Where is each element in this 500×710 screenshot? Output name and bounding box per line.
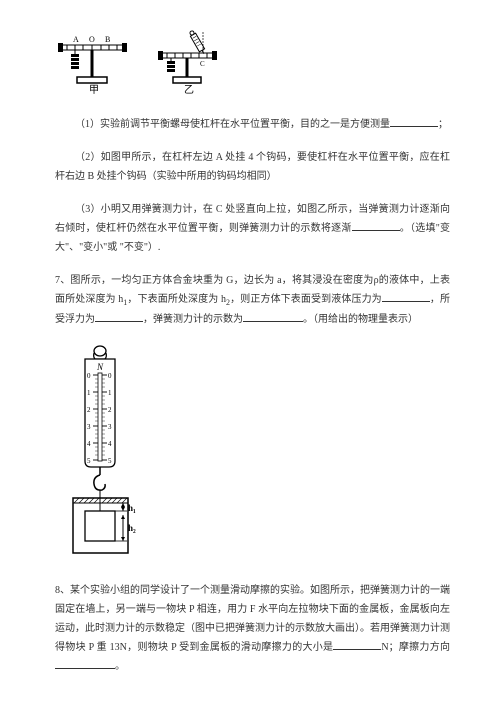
scale-r3: 3: [108, 423, 112, 431]
q8-p3: 。: [115, 661, 125, 672]
q2-text: （2）如图甲所示，在杠杆左边 A 处挂 4 个钩码，要使杠杆在水平位置平衡，应在…: [55, 152, 450, 182]
scale-r1: 1: [108, 389, 112, 397]
q7-p3: ，则正方体下表面受到液体压力为: [230, 294, 382, 305]
q8-blank1: [333, 640, 381, 650]
q7-blank2: [95, 312, 143, 322]
q1-text-before: （1）实验前调节平衡螺母使杠杆在水平位置平衡，目的之一是方便测量: [75, 119, 390, 130]
question-1: （1）实验前调节平衡螺母使杠杆在水平位置平衡，目的之一是方便测量 ；: [55, 115, 450, 134]
scale-unit-label: N: [96, 362, 104, 372]
spring-scale-svg: N 0 1 2 3 4 5: [55, 343, 185, 558]
lever-diagram-right: C 乙: [155, 30, 235, 95]
question-8: 8、某个实验小组的同学设计了一个测量滑动摩擦的实验。如图所示，把弹簧测力计的一端…: [55, 581, 450, 676]
scale-l5: 5: [87, 457, 91, 465]
q7-p6: 。（用给出的物理量表示）: [303, 314, 418, 325]
lever-diagram-left: A O B 甲: [55, 30, 130, 95]
lever-left-label: 甲: [89, 85, 99, 95]
letter-b: B: [105, 35, 110, 44]
q7-p5: ，弹簧测力计的示数为: [143, 314, 243, 325]
scale-l1: 1: [87, 389, 91, 397]
q7-p2: ，下表面所处深度为 h: [127, 294, 226, 305]
q8-blank2: [55, 659, 115, 669]
spring-scale-figure: N 0 1 2 3 4 5: [55, 343, 450, 563]
q7-blank1: [382, 292, 430, 302]
question-2: （2）如图甲所示，在杠杆左边 A 处挂 4 个钩码，要使杠杆在水平位置平衡，应在…: [55, 148, 450, 186]
scale-l2: 2: [87, 406, 91, 414]
scale-l4: 4: [87, 440, 91, 448]
q8-p2: N；摩擦力方向: [381, 642, 450, 653]
h1-label: h₁: [128, 503, 136, 513]
scale-r0: 0: [108, 372, 112, 380]
lever-right-label: 乙: [184, 84, 194, 95]
scale-r4: 4: [108, 440, 112, 448]
letter-c: C: [200, 60, 205, 68]
h2-label: h₂: [128, 523, 136, 533]
q1-text-after: ；: [438, 119, 448, 130]
scale-l0: 0: [87, 372, 91, 380]
question-3: （3）小明又用弹簧测力计，在 C 处竖直向上拉，如图乙所示，当弹簧测力计逐渐向右…: [55, 200, 450, 257]
scale-r5: 5: [108, 457, 112, 465]
q1-blank: [390, 117, 438, 127]
question-7: 7、图所示，一均匀正方体合金块重为 G，边长为 a，将其浸没在密度为ρ的液体中，…: [55, 271, 450, 329]
q3-blank: [352, 221, 400, 231]
letter-o: O: [89, 35, 95, 44]
scale-r2: 2: [108, 406, 112, 414]
lever-diagrams-container: A O B 甲: [55, 30, 450, 95]
q7-blank3: [243, 312, 303, 322]
scale-l3: 3: [87, 423, 91, 431]
letter-a: A: [73, 35, 79, 44]
